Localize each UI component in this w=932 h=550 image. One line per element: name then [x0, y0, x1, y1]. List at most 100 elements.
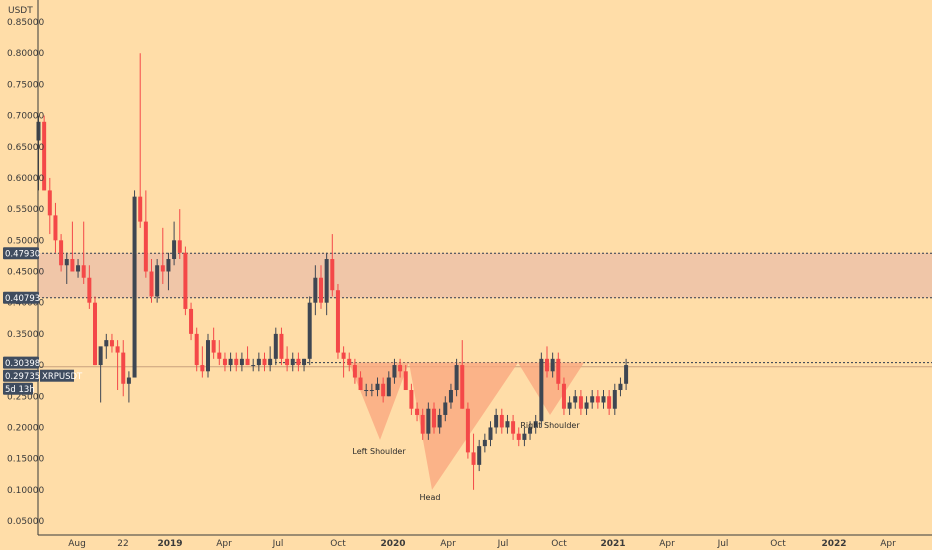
candle-body [392, 365, 397, 378]
candle-body [612, 390, 617, 409]
candle-body [228, 358, 233, 366]
candle-body [98, 346, 103, 366]
lower-zone-tag-text: 0.40793 [5, 294, 40, 304]
candle-body [262, 358, 267, 366]
candle-body [409, 390, 414, 409]
candle-body [550, 358, 555, 372]
candle-body [132, 196, 137, 378]
candle-body [426, 408, 431, 434]
y-tick-label: 0.80000 [7, 49, 44, 59]
candle-body [505, 421, 510, 428]
candle-body [296, 358, 301, 366]
candle-body [206, 340, 210, 372]
currency-label: USDT [8, 6, 33, 16]
candle-body [420, 414, 425, 434]
lower-zone-tag [3, 291, 39, 304]
candle-body [104, 340, 109, 347]
candle-body [539, 358, 544, 422]
candle-body [448, 390, 453, 403]
candle-body [239, 358, 244, 366]
y-tick-label: 0.70000 [7, 112, 44, 122]
pattern-label: Left Shoulder [352, 447, 406, 456]
x-tick-label: Aug [68, 539, 86, 549]
candle-body [347, 358, 352, 366]
x-tick-label: Jul [497, 539, 509, 549]
candle-body [499, 414, 504, 428]
y-tick-label: 0.05000 [7, 517, 44, 527]
candle-body [465, 408, 470, 453]
pattern-label: Right Shoulder [520, 421, 580, 430]
resistance-zone [38, 253, 932, 298]
y-tick-label: 0.25000 [7, 392, 44, 402]
x-tick-label: Apr [216, 539, 232, 549]
candle-body [601, 396, 606, 403]
candle-body [516, 433, 521, 440]
candle-body [189, 308, 194, 334]
candle-body [47, 190, 52, 216]
candle-body [121, 352, 126, 384]
x-tick-label: Apr [440, 539, 456, 549]
candle-body [172, 240, 177, 260]
candle-body [302, 358, 307, 366]
candle-body [290, 358, 295, 366]
candle-body [595, 396, 600, 403]
neckline-tag-text: 0.30398 [5, 359, 40, 369]
candle-body [217, 352, 222, 359]
candle-body [545, 358, 549, 372]
candle-body [607, 396, 612, 409]
candle-body [222, 358, 227, 366]
x-tick-label: Oct [770, 539, 786, 549]
candle-body [477, 446, 482, 465]
x-tick-label: 22 [117, 539, 128, 549]
candle-body [143, 221, 148, 272]
candle-body [556, 358, 561, 384]
candle-body [573, 396, 578, 403]
candle-body [319, 277, 323, 303]
candle-body [268, 358, 273, 366]
y-tick-label: 0.35000 [7, 330, 44, 340]
candle-body [76, 265, 81, 272]
candle-body [398, 365, 403, 372]
candle-body [70, 259, 75, 272]
candle-body [460, 365, 465, 409]
candle-body [494, 414, 499, 428]
candle-body [138, 196, 143, 222]
price-tag [3, 369, 39, 382]
candle-body [335, 290, 340, 353]
symbol-tag-text: XRPUSDT [42, 372, 83, 382]
candle-body [584, 402, 589, 409]
candle-body [211, 340, 216, 353]
candle-body [590, 396, 595, 403]
candle-body [87, 277, 92, 303]
candle-body [381, 383, 386, 397]
candle-body [234, 358, 239, 366]
y-tick-label: 0.55000 [7, 205, 44, 215]
candle-body [364, 390, 369, 392]
y-tick-label: 0.15000 [7, 455, 44, 465]
candle-body [59, 240, 64, 266]
candle-body [194, 333, 199, 366]
candle-body [324, 259, 329, 303]
candle-body [313, 277, 318, 303]
candle-body [256, 358, 261, 366]
candle-body [432, 408, 436, 428]
candle-body [437, 414, 442, 428]
candle-body [81, 265, 86, 278]
candle-body [403, 371, 408, 391]
candle-body [341, 352, 346, 359]
price-tag-text: 0.29735 [5, 372, 40, 382]
x-tick-label: 2022 [821, 539, 846, 549]
candle-body [177, 240, 182, 253]
candle-body [624, 365, 629, 384]
x-tick-label: Apr [659, 539, 675, 549]
y-tick-label: 0.60000 [7, 174, 44, 184]
candle-body [415, 408, 420, 415]
candle-body [375, 383, 380, 391]
candle-body [200, 365, 205, 372]
candle-body [155, 265, 160, 297]
candle-body [352, 365, 357, 378]
candle-body [42, 121, 47, 191]
candle-body [488, 427, 493, 440]
candle-body [511, 421, 516, 434]
